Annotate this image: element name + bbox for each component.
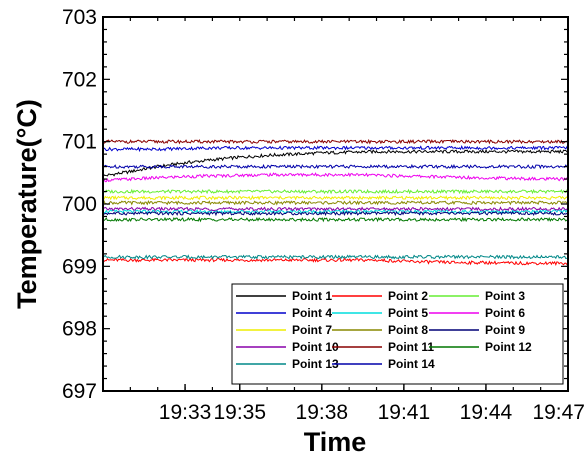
legend-label: Point 8 xyxy=(388,323,428,337)
series-line-point-9 xyxy=(102,210,569,217)
legend-label: Point 11 xyxy=(388,340,434,354)
y-tick-label: 697 xyxy=(62,380,97,403)
y-axis-title: Temperature(°C) xyxy=(12,99,42,309)
series-line-point-1 xyxy=(102,148,569,178)
legend-label: Point 10 xyxy=(292,340,339,354)
legend-label: Point 3 xyxy=(485,289,525,303)
x-tick-label: 19:41 xyxy=(378,401,431,424)
y-tick-label: 699 xyxy=(62,255,97,278)
series-line-point-12 xyxy=(102,216,569,223)
x-tick-label: 19:35 xyxy=(213,401,266,424)
series-line-point-6 xyxy=(102,172,569,183)
series-line-point-7 xyxy=(102,195,569,201)
legend-box xyxy=(231,283,564,385)
series-line-point-10 xyxy=(102,206,569,212)
series-line-point-13 xyxy=(102,254,569,260)
legend-label: Point 12 xyxy=(485,340,532,354)
series-line-point-4 xyxy=(102,145,569,153)
legend-label: Point 13 xyxy=(292,357,339,371)
y-axis: 697 698 699 700 701 702 703 xyxy=(62,6,568,403)
legend-label: Point 6 xyxy=(485,306,525,320)
x-tick-label: 19:38 xyxy=(296,401,349,424)
legend-label: Point 9 xyxy=(485,323,525,337)
x-tick-label: 19:47 xyxy=(532,401,585,424)
y-tick-label: 702 xyxy=(62,68,97,91)
x-axis-title: Time xyxy=(304,427,367,457)
legend-label: Point 14 xyxy=(388,357,435,371)
y-tick-label: 703 xyxy=(62,6,97,29)
legend: Point 1 Point 2 Point 3 Point 4 Point 5 Point… xyxy=(231,283,564,385)
legend-label: Point 1 xyxy=(292,289,332,303)
legend-label: Point 2 xyxy=(388,289,428,303)
legend-label: Point 5 xyxy=(388,306,428,320)
series-layer xyxy=(102,138,569,266)
series-line-point-8 xyxy=(102,199,569,206)
y-tick-label: 698 xyxy=(62,318,97,341)
series-line-point-11 xyxy=(102,138,569,145)
series-line-point-14 xyxy=(102,163,569,170)
legend-label: Point 4 xyxy=(292,306,332,320)
x-tick-label: 19:33 xyxy=(159,401,212,424)
y-tick-label: 701 xyxy=(62,131,97,154)
x-axis: 19:33 19:35 19:38 19:41 19:44 19:47 xyxy=(102,17,585,424)
series-line-point-2 xyxy=(102,257,569,266)
y-tick-label: 700 xyxy=(62,193,97,216)
series-line-point-3 xyxy=(102,188,569,195)
x-tick-label: 19:44 xyxy=(460,401,513,424)
legend-label: Point 7 xyxy=(292,323,332,337)
